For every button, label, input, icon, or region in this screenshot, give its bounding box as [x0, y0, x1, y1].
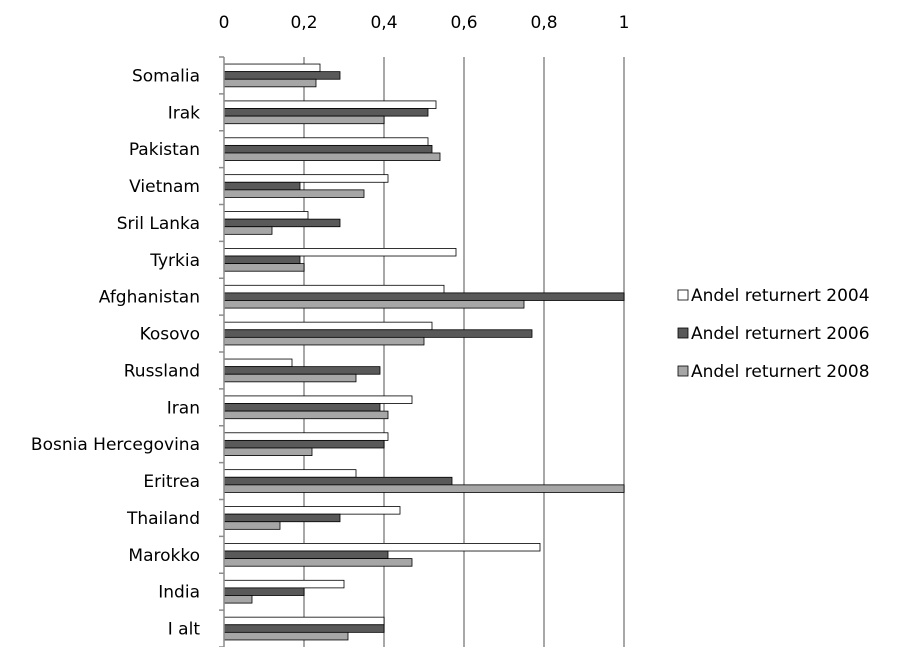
- bar: [223, 71, 341, 80]
- bar: [223, 248, 457, 257]
- bar: [223, 439, 385, 449]
- bar: [223, 579, 345, 589]
- bar: [223, 624, 385, 633]
- bar: [223, 226, 273, 235]
- category-label: Marokko: [128, 546, 200, 566]
- bar: [223, 410, 389, 420]
- bar: [223, 506, 401, 515]
- bar: [223, 403, 381, 412]
- bar: [223, 558, 413, 567]
- category-label: Bosnia Hercegovina: [31, 435, 200, 455]
- bar: [223, 432, 389, 441]
- x-tick-label: 1: [619, 13, 630, 33]
- bar: [223, 63, 321, 73]
- x-tick-label: 0,6: [450, 13, 477, 33]
- category-label: Irak: [168, 103, 200, 123]
- legend-swatch: [677, 327, 689, 339]
- x-tick-label: 0: [219, 13, 230, 33]
- bar: [223, 137, 429, 146]
- bar: [223, 476, 453, 486]
- bar: [223, 218, 341, 228]
- bar: [223, 108, 429, 117]
- bar: [223, 292, 625, 301]
- x-tick-label: 0,2: [290, 13, 317, 33]
- bar: [223, 358, 293, 368]
- legend-label: Andel returnert 2008: [691, 362, 870, 382]
- bar: [223, 78, 317, 88]
- bar: [223, 484, 625, 493]
- y-axis: [219, 56, 225, 647]
- bar: [223, 631, 349, 641]
- category-label: Afghanistan: [99, 288, 200, 308]
- x-tick-labels: 0 0,2 0,4 0,6 0,8 1: [219, 13, 630, 33]
- bar: [223, 366, 381, 375]
- category-label: Vietnam: [129, 177, 200, 197]
- bars: [223, 63, 625, 641]
- bar: [223, 550, 389, 560]
- bar: [223, 513, 341, 523]
- bar: [223, 395, 413, 404]
- bar: [223, 152, 441, 161]
- bar: [223, 181, 301, 191]
- category-label: Sril Lanka: [117, 214, 200, 234]
- category-label: Kosovo: [140, 325, 200, 345]
- category-label: India: [158, 583, 200, 603]
- legend-swatch: [677, 365, 689, 377]
- bar: [223, 587, 305, 596]
- bar: [223, 211, 309, 220]
- bar: [223, 595, 253, 604]
- bar: [223, 447, 313, 456]
- bar: [223, 300, 525, 309]
- bar: [223, 321, 433, 331]
- bar: [223, 616, 385, 626]
- category-label: Pakistan: [129, 140, 200, 160]
- bar: [223, 329, 533, 338]
- category-label: Eritrea: [143, 472, 200, 492]
- bar: [223, 144, 433, 154]
- legend-label: Andel returnert 2004: [691, 286, 870, 306]
- category-labels: Somalia Irak Pakistan Vietnam Sril Lanka Tyrk…: [31, 66, 200, 639]
- legend-label: Andel returnert 2006: [691, 324, 870, 344]
- x-tick-label: 0,8: [530, 13, 557, 33]
- bar: [223, 284, 445, 294]
- category-label: Russland: [124, 361, 200, 381]
- bar: [223, 373, 357, 383]
- bar: [223, 521, 281, 530]
- category-label: Iran: [167, 398, 200, 418]
- category-label: Somalia: [132, 66, 200, 86]
- legend: Andel returnert 2004 Andel returnert 2006…: [677, 286, 870, 382]
- bar: [223, 336, 425, 346]
- bar: [223, 189, 365, 198]
- category-label: Thailand: [126, 509, 200, 529]
- bar: [223, 115, 385, 125]
- bar: [223, 543, 541, 552]
- legend-swatch: [677, 289, 689, 301]
- category-label: I alt: [168, 620, 201, 640]
- x-tick-label: 0,4: [370, 13, 397, 33]
- bar: [223, 469, 357, 478]
- bar: [223, 100, 437, 109]
- bar: [223, 263, 305, 272]
- bar: [223, 174, 389, 183]
- bar: [223, 255, 301, 265]
- category-label: Tyrkia: [149, 251, 200, 271]
